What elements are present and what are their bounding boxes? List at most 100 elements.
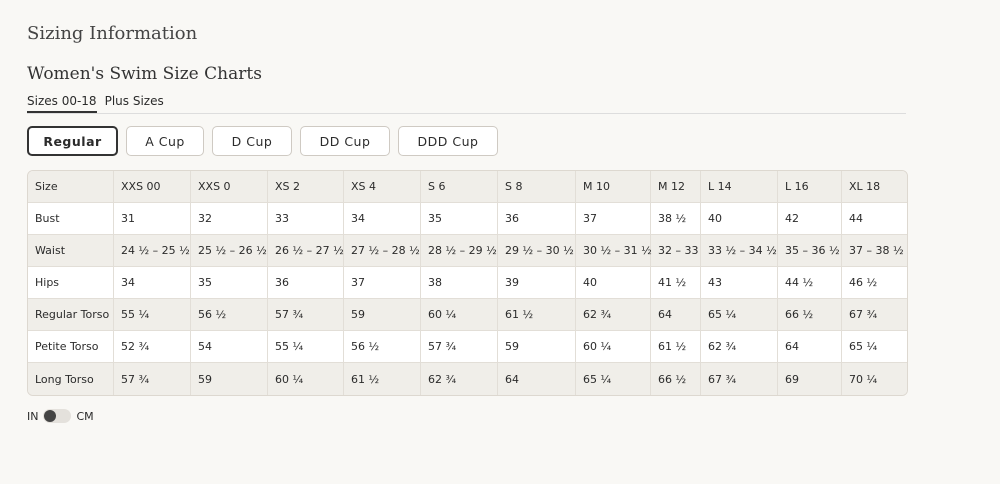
- table-cell: 65 ¼: [701, 299, 778, 331]
- table-cell: 57 ¾: [421, 331, 498, 363]
- table-cell: 61 ½: [651, 331, 701, 363]
- table-cell: 52 ¾: [114, 331, 191, 363]
- header-cell: S 8: [498, 171, 576, 203]
- header-cell: XS 2: [268, 171, 344, 203]
- table-cell: 57 ¾: [114, 363, 191, 395]
- tabs: Sizes 00-18 Plus Sizes: [27, 94, 164, 113]
- table-cell: 66 ½: [651, 363, 701, 395]
- table-cell: 31: [114, 203, 191, 235]
- table-cell: 61 ½: [344, 363, 421, 395]
- table-cell: 64: [778, 331, 842, 363]
- table-cell: 32 – 33: [651, 235, 701, 267]
- header-cell: XXS 00: [114, 171, 191, 203]
- table-cell: 39: [498, 267, 576, 299]
- table-cell: 25 ½ – 26 ½: [191, 235, 268, 267]
- table-cell: 37: [344, 267, 421, 299]
- table-cell: 46 ½: [842, 267, 907, 299]
- table-cell: 67 ¾: [701, 363, 778, 395]
- table-row: Hips 34 35 36 37 38 39 40 41 ½ 43 44 ½ 46 ½: [28, 267, 907, 299]
- header-cell: S 6: [421, 171, 498, 203]
- row-label: Long Torso: [28, 363, 114, 395]
- row-label: Waist: [28, 235, 114, 267]
- cup-button[interactable]: DD Cup: [300, 126, 390, 156]
- table-cell: 60 ¼: [421, 299, 498, 331]
- table-cell: 30 ½ – 31 ½: [576, 235, 652, 267]
- table-cell: 65 ¼: [576, 363, 651, 395]
- tab[interactable]: Sizes 00-18: [27, 94, 97, 113]
- cup-buttons: Regular A Cup D Cup DD Cup DDD Cup: [27, 126, 498, 156]
- table-cell: 35: [421, 203, 498, 235]
- table-cell: 64: [498, 363, 576, 395]
- divider: [27, 113, 906, 114]
- table-cell: 60 ¼: [268, 363, 344, 395]
- table-cell: 43: [701, 267, 778, 299]
- header-cell: M 10: [576, 171, 651, 203]
- cup-button[interactable]: D Cup: [212, 126, 292, 156]
- header-cell: L 14: [701, 171, 778, 203]
- table-cell: 60 ¼: [576, 331, 651, 363]
- header-cell: XL 18: [842, 171, 907, 203]
- unit-toggle: IN CM: [27, 409, 94, 423]
- table-cell: 34: [344, 203, 421, 235]
- table-cell: 38 ½: [651, 203, 701, 235]
- table-cell: 56 ½: [344, 331, 421, 363]
- unit-label: IN: [27, 409, 39, 423]
- table-cell: 57 ¾: [268, 299, 344, 331]
- toggle-switch[interactable]: [43, 409, 72, 423]
- table-cell: 59: [191, 363, 268, 395]
- header-cell: XXS 0: [191, 171, 268, 203]
- unit-label: CM: [76, 409, 94, 423]
- table-cell: 69: [778, 363, 842, 395]
- header-cell: Size: [28, 171, 114, 203]
- table-cell: 32: [191, 203, 268, 235]
- table-row: Waist 24 ½ – 25 ½ 25 ½ – 26 ½ 26 ½ – 27 ½ 27…: [28, 235, 907, 267]
- table-cell: 62 ¾: [421, 363, 498, 395]
- table-cell: 66 ½: [778, 299, 842, 331]
- table-cell: 64: [651, 299, 701, 331]
- header-cell: XS 4: [344, 171, 421, 203]
- table-cell: 62 ¾: [701, 331, 778, 363]
- table-cell: 65 ¼: [842, 331, 907, 363]
- row-label: Bust: [28, 203, 114, 235]
- table-cell: 54: [191, 331, 268, 363]
- section-title: Women's Swim Size Charts: [27, 64, 262, 84]
- table-cell: 55 ¼: [268, 331, 344, 363]
- table-cell: 35 – 36 ½: [778, 235, 842, 267]
- table-cell: 42: [778, 203, 842, 235]
- row-label: Regular Torso: [28, 299, 114, 331]
- cup-button[interactable]: Regular: [27, 126, 118, 156]
- table-cell: 27 ½ – 28 ½: [344, 235, 421, 267]
- table-cell: 33: [268, 203, 344, 235]
- table-cell: 41 ½: [651, 267, 701, 299]
- table-cell: 26 ½ – 27 ½: [268, 235, 344, 267]
- row-label: Petite Torso: [28, 331, 114, 363]
- header-cell: M 12: [651, 171, 701, 203]
- cup-button[interactable]: A Cup: [126, 126, 204, 156]
- table-cell: 24 ½ – 25 ½: [114, 235, 191, 267]
- table-cell: 35: [191, 267, 268, 299]
- table-cell: 37: [576, 203, 651, 235]
- table-cell: 55 ¼: [114, 299, 191, 331]
- table-cell: 29 ½ – 30 ½: [498, 235, 576, 267]
- table-cell: 61 ½: [498, 299, 576, 331]
- table-row: Bust 31 32 33 34 35 36 37 38 ½ 40 42 44: [28, 203, 907, 235]
- table-cell: 59: [498, 331, 576, 363]
- row-label: Hips: [28, 267, 114, 299]
- table-cell: 44 ½: [778, 267, 842, 299]
- table-row: Petite Torso 52 ¾ 54 55 ¼ 56 ½ 57 ¾ 59 60 ¼ 61 ½…: [28, 331, 907, 363]
- tab[interactable]: Plus Sizes: [104, 94, 164, 108]
- table-cell: 44: [842, 203, 907, 235]
- table-cell: 33 ½ – 34 ½: [701, 235, 778, 267]
- table-cell: 40: [576, 267, 651, 299]
- table-cell: 67 ¾: [842, 299, 907, 331]
- header-cell: L 16: [778, 171, 842, 203]
- table-cell: 36: [498, 203, 576, 235]
- cup-button[interactable]: DDD Cup: [398, 126, 498, 156]
- table-cell: 36: [268, 267, 344, 299]
- table-cell: 37 – 38 ½: [842, 235, 907, 267]
- table-cell: 62 ¾: [576, 299, 651, 331]
- table-cell: 34: [114, 267, 191, 299]
